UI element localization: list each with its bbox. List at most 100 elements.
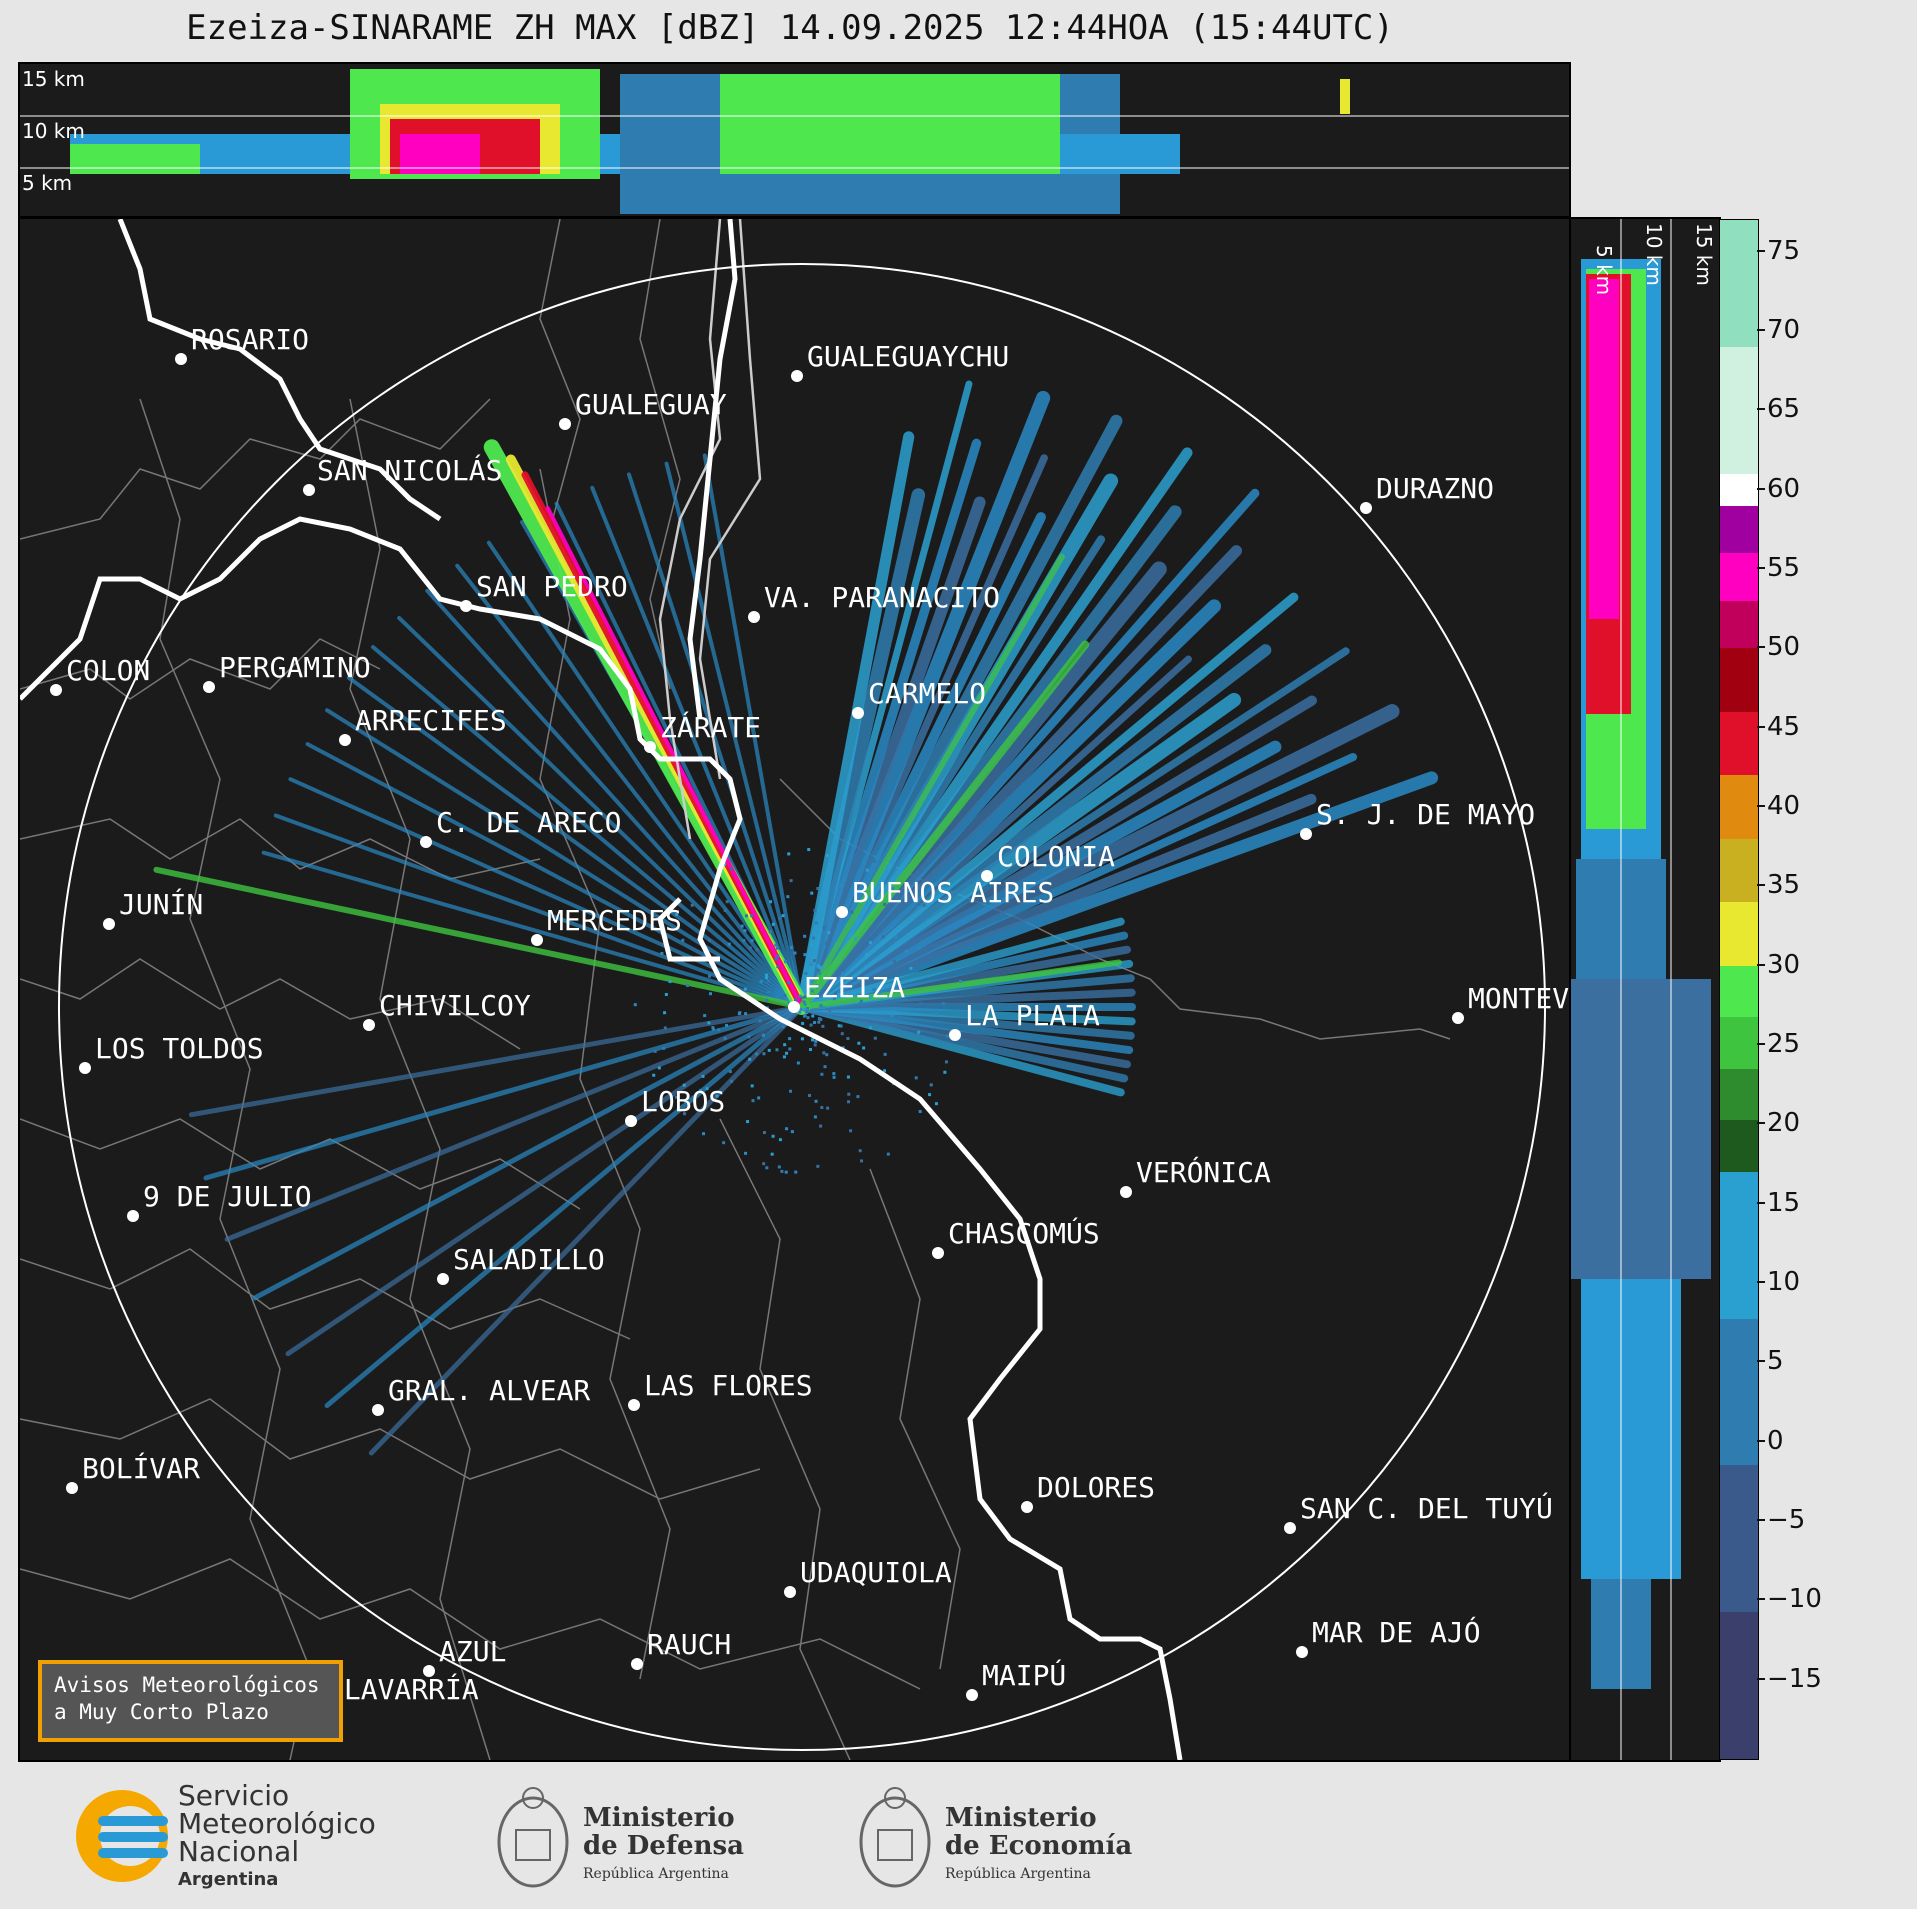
echo-speck — [803, 935, 806, 938]
city-dot — [460, 600, 472, 612]
colorbar-tick-mark — [1757, 646, 1765, 648]
echo-speck — [816, 887, 819, 890]
echo-speck — [808, 1094, 811, 1097]
echo-speck — [663, 1011, 666, 1014]
city-dot — [784, 1586, 796, 1598]
echo-speck — [915, 1076, 918, 1079]
city-dot — [788, 1001, 800, 1013]
echo-speck — [776, 954, 779, 957]
colorbar-tick-mark — [1757, 1440, 1765, 1442]
map-title: Ezeiza-SINARAME ZH MAX [dBZ] 14.09.2025 … — [0, 8, 1580, 48]
defensa-line-3: República Argentina — [583, 1860, 744, 1888]
echo-speck — [942, 1002, 945, 1005]
colorbar-tick-mark — [1757, 1360, 1765, 1362]
echo-speck — [813, 959, 816, 962]
city-dot — [949, 1029, 961, 1041]
colorbar-tick-mark — [1757, 329, 1765, 331]
echo-speck — [917, 1031, 920, 1034]
echo-speck — [813, 1021, 816, 1024]
avisos-box[interactable]: Avisos Meteorológicos a Muy Corto Plazo — [38, 1660, 343, 1742]
city-dot — [836, 906, 848, 918]
city-label: SAN PEDRO — [476, 570, 628, 603]
avisos-line-1: Avisos Meteorológicos — [54, 1672, 327, 1699]
city-label: SAN C. DEL TUYÚ — [1300, 1491, 1553, 1525]
city-label: COLONIA — [997, 840, 1115, 873]
echo-speck — [794, 998, 797, 1001]
echo-speck — [854, 937, 857, 940]
colorbar-tick-label: 40 — [1767, 791, 1800, 821]
colorbar-segment — [1720, 1612, 1758, 1759]
city-dot — [1300, 828, 1312, 840]
city-dot — [175, 353, 187, 365]
city-dot — [1284, 1522, 1296, 1534]
colorbar-tick-label: 15 — [1767, 1188, 1800, 1218]
echo-speck — [815, 1100, 818, 1103]
colorbar-tick-label: 30 — [1767, 950, 1800, 980]
echo-speck — [815, 922, 818, 925]
echo-speck — [708, 939, 711, 942]
echo-speck — [778, 1165, 781, 1168]
echo-speck — [776, 965, 779, 968]
cross-section-echo — [1340, 79, 1350, 114]
echo-speck — [765, 1166, 768, 1169]
echo-speck — [759, 1019, 762, 1022]
city-dot — [203, 681, 215, 693]
rivers — [660, 219, 760, 839]
city-dot — [103, 918, 115, 930]
echo-speck — [669, 980, 672, 983]
echo-speck — [768, 1049, 771, 1052]
colorbar-segment — [1720, 1319, 1758, 1466]
echo-speck — [772, 1135, 775, 1138]
echo-speck — [709, 992, 712, 995]
defensa-seal-icon — [499, 1788, 567, 1886]
colorbar-tick-mark — [1757, 964, 1765, 966]
top-altitude-cross-section: 15 km 10 km 5 km — [18, 62, 1571, 218]
echo-speck — [747, 1035, 750, 1038]
city-dot — [437, 1273, 449, 1285]
echo-speck — [744, 1152, 747, 1155]
echo-speck — [818, 1017, 821, 1020]
colorbar-segment — [1720, 775, 1758, 838]
echo-speck — [712, 1028, 715, 1031]
echo-speck — [820, 1106, 823, 1109]
echo-speck — [765, 973, 768, 976]
city-dot — [1296, 1646, 1308, 1658]
avisos-line-2: a Muy Corto Plazo — [54, 1699, 327, 1726]
echo-speck — [774, 944, 777, 947]
city-label: SALADILLO — [453, 1243, 605, 1276]
echo-speck — [821, 966, 824, 969]
echo-speck — [810, 1024, 813, 1027]
echo-speck — [691, 904, 694, 907]
echo-speck — [846, 1037, 849, 1040]
colorbar-tick-mark — [1757, 567, 1765, 569]
smn-line-4: Argentina — [178, 1866, 376, 1894]
city-dot — [339, 734, 351, 746]
economia-line-3: República Argentina — [945, 1860, 1132, 1888]
echo-speck — [738, 1012, 741, 1015]
echo-speck — [822, 1051, 825, 1054]
city-label: CHIVILCOY — [379, 989, 531, 1022]
echo-speck — [751, 939, 754, 942]
smn-logo-icon — [76, 1790, 168, 1882]
city-label: MAIPÚ — [982, 1658, 1066, 1692]
cross-section-echo — [1571, 979, 1711, 1279]
economia-line-1: Ministerio — [945, 1804, 1132, 1832]
cross-section-echo — [1581, 1279, 1681, 1579]
radar-map[interactable]: ROSARIO GUALEGUAYCHU GUALEGUAY SAN NICOLÁS D… — [18, 217, 1571, 1762]
city-label: AZUL — [439, 1635, 506, 1668]
echo-speck — [665, 993, 668, 996]
echo-speck — [703, 1014, 706, 1017]
city-label: PERGAMINO — [219, 651, 371, 684]
echo-speck — [742, 939, 745, 942]
city-dot — [127, 1210, 139, 1222]
city-label: COLON — [66, 654, 150, 687]
colorbar-tick-mark — [1757, 250, 1765, 252]
echo-speck — [820, 1073, 823, 1076]
defensa-name: Ministerio de Defensa República Argentin… — [583, 1804, 744, 1888]
echo-speck — [725, 1024, 728, 1027]
echo-speck — [814, 1115, 817, 1118]
echo-speck — [810, 963, 813, 966]
city-label: LA PLATA — [965, 999, 1100, 1032]
echo-speck — [890, 1014, 893, 1017]
colorbar-tick-mark — [1757, 1043, 1765, 1045]
